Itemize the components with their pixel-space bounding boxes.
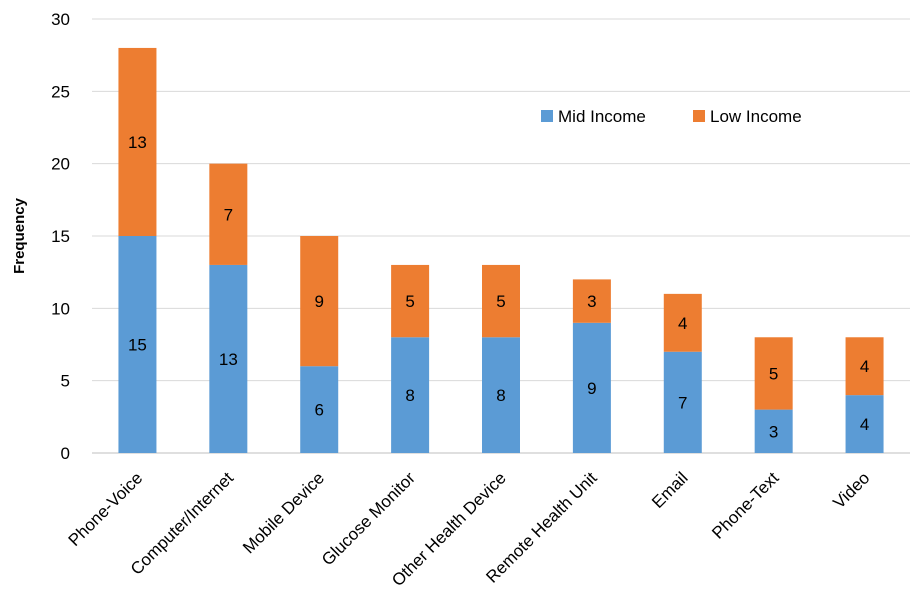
- data-label: 8: [496, 386, 505, 405]
- bar-segment: [482, 337, 520, 453]
- y-tick-label: 30: [51, 10, 70, 29]
- bars: 15 13 13 7 6 9 8 5 8 5 9 3 7 4 3 5 4 4: [118, 47, 884, 453]
- bar-segment: [572, 279, 611, 323]
- bar-segment: [209, 264, 248, 453]
- bar-segment: [754, 337, 793, 410]
- data-label: 4: [860, 357, 869, 376]
- data-label: 8: [405, 386, 414, 405]
- y-axis-ticks: 0 5 10 15 20 25 30: [51, 10, 70, 463]
- data-label: 3: [587, 292, 596, 311]
- data-label: 7: [224, 205, 233, 224]
- bar-segment: [118, 236, 157, 453]
- bar-segment: [754, 409, 793, 453]
- bar-segment: [300, 366, 339, 453]
- legend-label: Mid Income: [558, 107, 646, 126]
- data-label: 4: [678, 314, 687, 333]
- data-label: 15: [128, 336, 147, 355]
- x-tick-label: Glucose Monitor: [318, 468, 419, 569]
- y-tick-label: 10: [51, 299, 70, 318]
- bar-segment: [209, 163, 248, 265]
- data-label: 5: [405, 292, 414, 311]
- bar-segment: [663, 293, 702, 352]
- data-label: 5: [496, 292, 505, 311]
- data-label: 4: [860, 415, 869, 434]
- bar-segment: [300, 236, 339, 367]
- data-label: 7: [678, 393, 687, 412]
- bar-segment: [663, 351, 702, 453]
- y-tick-label: 5: [61, 372, 70, 391]
- legend-swatch: [693, 110, 705, 122]
- bar-segment: [572, 322, 611, 453]
- data-label: 5: [769, 364, 778, 383]
- bar-segment: [845, 395, 884, 453]
- x-tick-label: Video: [829, 468, 873, 512]
- x-tick-label: Phone-Voice: [65, 468, 147, 550]
- y-tick-label: 0: [61, 444, 70, 463]
- bar-segment: [482, 264, 520, 338]
- data-label: 13: [128, 133, 147, 152]
- y-tick-label: 15: [51, 227, 70, 246]
- y-tick-label: 20: [51, 155, 70, 174]
- y-axis-label: Frequency: [11, 197, 28, 274]
- x-tick-label: Computer/Internet: [127, 468, 238, 579]
- x-tick-label: Mobile Device: [239, 468, 328, 557]
- data-label: 9: [314, 292, 323, 311]
- legend-label: Low Income: [710, 107, 802, 126]
- x-tick-label: Email: [648, 468, 691, 511]
- bar-segment: [391, 264, 430, 338]
- bar-segment: [391, 337, 430, 453]
- legend-swatch: [541, 110, 553, 122]
- data-label: 3: [769, 422, 778, 441]
- data-label: 9: [587, 379, 596, 398]
- bar-segment: [845, 337, 884, 396]
- legend: Mid Income Low Income: [541, 107, 802, 126]
- x-tick-label: Phone-Text: [708, 468, 782, 542]
- bar-segment: [118, 47, 157, 236]
- data-label: 6: [314, 401, 323, 420]
- data-label: 13: [219, 350, 238, 369]
- y-tick-label: 25: [51, 82, 70, 101]
